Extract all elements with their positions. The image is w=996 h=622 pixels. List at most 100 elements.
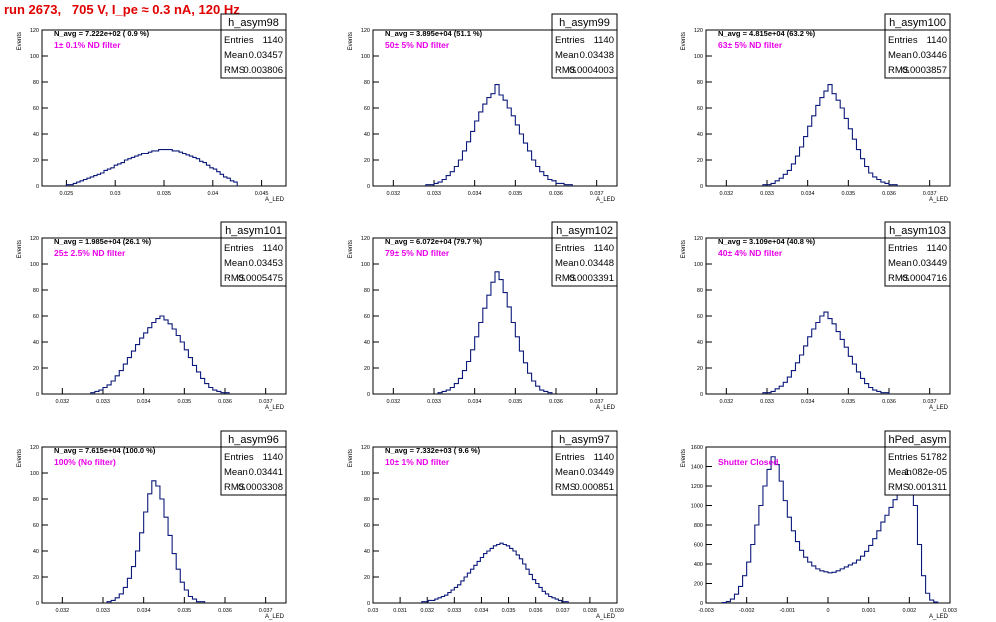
stats-value: 0.001311	[908, 482, 947, 493]
histogram-name: h_asym100	[889, 17, 946, 29]
x-axis-title: A_LED	[596, 197, 616, 203]
histogram-series	[65, 149, 238, 186]
x-tick-label: 0	[826, 608, 829, 614]
stats-label: Entries	[555, 452, 585, 463]
y-tick-label: 80	[364, 80, 370, 86]
y-tick-label: 40	[33, 132, 39, 138]
stats-box: h_asym102 Entries 1140 Mean 0.03448 RMS0.0003…	[551, 221, 618, 287]
y-tick-label: 120	[694, 28, 703, 34]
histogram-panel-h_asym101: 0 20 40 60 80 100 120 Events 0.032 0.033 0.034 0.03…	[17, 221, 287, 411]
y-tick-label: 400	[694, 562, 703, 568]
stats-label: RMS	[555, 273, 576, 284]
stats-label: Entries	[224, 243, 254, 254]
y-axis-title: Events	[348, 449, 354, 467]
stats-value: 0.03449	[580, 467, 614, 478]
y-tick-label: 60	[33, 523, 39, 529]
histogram-series	[437, 271, 553, 394]
stats-value: 0.000851	[574, 482, 614, 493]
histogram-panel-h_asym102: 0 20 40 60 80 100 120 Events 0.032 0.033 0.034 0.03…	[348, 221, 618, 411]
stats-label: Mean	[555, 50, 579, 61]
y-axis-title: Events	[681, 240, 687, 258]
filter-annotation: 79± 5% ND filter	[385, 248, 450, 258]
x-tick-label: 0.035	[157, 191, 171, 197]
y-axis-title: Events	[348, 32, 354, 50]
histogram-panel-h_asym100: 0 20 40 60 80 100 120 Events 0.032 0.033 0.034 0.03…	[681, 13, 951, 203]
x-tick-label: 0.035	[841, 399, 855, 405]
x-tick-label: 0.033	[760, 399, 774, 405]
x-tick-label: 0.032	[55, 608, 69, 614]
x-tick-label: 0.001	[862, 608, 876, 614]
stats-box: h_asym100 Entries 1140 Mean 0.03446 RMS0.0003…	[884, 13, 951, 79]
histogram-name: h_asym101	[225, 225, 282, 237]
x-tick-label: 0.032	[386, 399, 400, 405]
x-tick-label: 0.036	[549, 399, 563, 405]
x-tick-label: 0.032	[719, 399, 733, 405]
y-tick-label: 120	[361, 236, 370, 242]
x-tick-label: 0.035	[177, 608, 191, 614]
y-tick-label: 80	[364, 288, 370, 294]
histogram-panel-hPed_asym: 0 200 400 600 800 1000 1200 1400 1600 Events -0.00…	[681, 430, 957, 620]
filter-annotation: Shutter Closed	[718, 457, 778, 467]
x-tick-label: 0.034	[137, 399, 151, 405]
y-tick-label: 60	[33, 106, 39, 112]
y-tick-label: 60	[364, 523, 370, 529]
x-axis-title: A_LED	[929, 614, 949, 620]
filter-annotation: 100% (No filter)	[54, 457, 116, 467]
x-tick-label: 0.035	[508, 399, 522, 405]
x-tick-label: 0.037	[923, 191, 937, 197]
y-tick-label: 60	[364, 106, 370, 112]
stats-label: Mean	[224, 467, 248, 478]
stats-label: RMS	[888, 273, 909, 284]
stats-label: RMS	[555, 482, 576, 493]
stats-value: 1140	[927, 35, 947, 46]
histogram-name: hPed_asym	[888, 434, 946, 446]
y-tick-label: 60	[364, 314, 370, 320]
filter-annotation: 63± 5% ND filter	[718, 40, 783, 50]
filter-annotation: 50± 5% ND filter	[385, 40, 450, 50]
y-tick-label: 800	[694, 523, 703, 529]
x-tick-label: 0.036	[882, 399, 896, 405]
navg-annotation: N_avg = 3.895e+04 (51.1 %)	[385, 29, 483, 38]
y-tick-label: 120	[30, 28, 39, 34]
stats-values-box	[551, 29, 618, 79]
x-tick-label: 0.033	[760, 191, 774, 197]
x-tick-label: 0.033	[96, 608, 110, 614]
stats-value: 0.0003391	[569, 273, 614, 284]
x-tick-label: 0.033	[427, 399, 441, 405]
stats-values-box	[551, 237, 618, 287]
filter-annotation: 1± 0.1% ND filter	[54, 40, 121, 50]
y-tick-label: 200	[694, 582, 703, 588]
stats-box: h_asym98 Entries 1140 Mean 0.03457 RMS0.00380…	[220, 13, 287, 79]
x-tick-label: 0.037	[556, 608, 570, 614]
navg-annotation: N_avg = 7.615e+04 (100.0 %)	[54, 446, 156, 455]
x-axis-title: A_LED	[596, 614, 616, 620]
stats-label: Mean	[555, 467, 579, 478]
x-tick-label: 0.033	[447, 608, 461, 614]
histogram-name: h_asym102	[556, 225, 613, 237]
y-tick-label: 20	[33, 575, 39, 581]
y-tick-label: 40	[364, 132, 370, 138]
stats-values-box	[220, 29, 287, 79]
stats-label: RMS	[224, 273, 245, 284]
x-tick-label: 0.034	[475, 608, 489, 614]
y-axis-title: Events	[17, 449, 23, 467]
y-tick-label: 60	[697, 314, 703, 320]
x-tick-label: 0.035	[841, 191, 855, 197]
x-tick-label: 0.03	[368, 608, 379, 614]
x-tick-label: 0.036	[218, 399, 232, 405]
stats-value: 1.082e-05	[904, 467, 947, 478]
y-tick-label: 20	[33, 158, 39, 164]
y-tick-label: 80	[33, 497, 39, 503]
x-axis-title: A_LED	[929, 197, 949, 203]
histogram-panel-h_asym98: 0 20 40 60 80 100 120 Events 0.025 0.03 0.035 0.04 0…	[17, 13, 287, 203]
y-tick-label: 1600	[691, 445, 703, 451]
stats-label: RMS	[555, 65, 576, 76]
stats-values-box	[884, 237, 951, 287]
stats-value: 0.03448	[580, 258, 614, 269]
y-tick-label: 100	[361, 262, 370, 268]
stats-box: h_asym101 Entries 1140 Mean 0.03453 RMS0.0005…	[220, 221, 287, 287]
x-tick-label: 0.034	[801, 191, 815, 197]
y-tick-label: 100	[30, 54, 39, 60]
stats-value: 0.03446	[913, 50, 947, 61]
